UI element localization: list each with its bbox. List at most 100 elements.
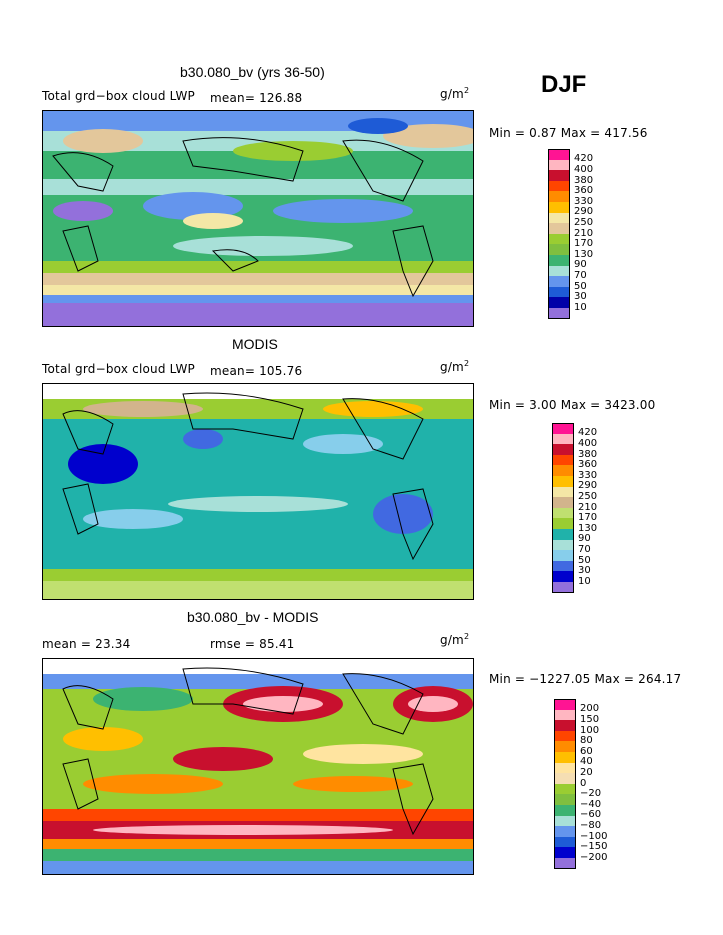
colorbar-swatch (552, 550, 574, 561)
panel-1-variable-label: Total grd−box cloud LWP (42, 89, 195, 103)
colorbar-label: 130 (578, 522, 598, 534)
colorbar-label: 10 (578, 575, 591, 587)
colorbar-label: 210 (578, 501, 598, 513)
colorbar-swatch (548, 265, 570, 277)
colorbar-swatch (548, 180, 570, 192)
panel-1-minmax: Min = 0.87 Max = 417.56 (489, 126, 648, 140)
colorbar-swatch (554, 783, 576, 795)
colorbar-swatch (548, 191, 570, 202)
colorbar-swatch (554, 751, 576, 763)
colorbar-label: 40 (580, 756, 593, 768)
panel-3-field (43, 659, 473, 874)
colorbar-label: 400 (574, 163, 594, 175)
colorbar-label: 30 (578, 565, 591, 577)
colorbar-label: 420 (578, 427, 598, 439)
colorbar-swatch (554, 847, 576, 858)
colorbar-swatch (552, 507, 574, 519)
colorbar-swatch (548, 276, 570, 287)
colorbar-label: −100 (580, 830, 608, 842)
colorbar-label: 170 (578, 512, 598, 524)
colorbar-label: 170 (574, 238, 594, 250)
colorbar-label: 400 (578, 437, 598, 449)
colorbar-swatch (554, 826, 576, 837)
colorbar-label: 290 (578, 480, 598, 492)
colorbar-swatch (548, 233, 570, 245)
colorbar-label: 200 (580, 703, 600, 715)
colorbar-swatch (554, 762, 576, 774)
colorbar-swatch (552, 486, 574, 498)
colorbar-swatch (552, 465, 574, 476)
panel-3-map (42, 658, 474, 875)
colorbar-label: 290 (574, 206, 594, 218)
colorbar-swatch (548, 149, 570, 160)
panel-2-colorbar (552, 423, 574, 593)
colorbar-label: 380 (578, 448, 598, 460)
panel-1-title: b30.080_bv (yrs 36-50) (180, 64, 325, 80)
colorbar-swatch (554, 741, 576, 752)
colorbar-swatch (548, 159, 570, 171)
colorbar-label: 30 (574, 291, 587, 303)
colorbar-label: 50 (578, 554, 591, 566)
colorbar-label: 150 (580, 713, 600, 725)
panel-2-field (43, 384, 473, 599)
colorbar-label: 330 (574, 195, 594, 207)
colorbar-label: 420 (574, 153, 594, 165)
colorbar-swatch (554, 815, 576, 827)
colorbar-label: −40 (580, 798, 602, 810)
colorbar-swatch (552, 444, 574, 455)
colorbar-swatch (554, 773, 576, 784)
colorbar-swatch (554, 794, 576, 805)
colorbar-swatch (554, 804, 576, 816)
panel-1-mean: mean= 126.88 (210, 91, 303, 105)
colorbar-label: 70 (578, 543, 591, 555)
colorbar-swatch (552, 423, 574, 434)
colorbar-swatch (552, 581, 574, 593)
colorbar-swatch (548, 286, 570, 298)
colorbar-label: −200 (580, 851, 608, 863)
colorbar-swatch (552, 528, 574, 540)
season-label: DJF (541, 71, 587, 98)
colorbar-swatch (548, 307, 570, 319)
colorbar-swatch (548, 201, 570, 213)
panel-3-minmax: Min = −1227.05 Max = 264.17 (489, 672, 682, 686)
colorbar-label: 380 (574, 174, 594, 186)
colorbar-swatch (554, 836, 576, 848)
panel-3-title: b30.080_bv - MODIS (187, 609, 319, 625)
panel-1-colorbar (548, 149, 570, 319)
colorbar-label: −20 (580, 788, 602, 800)
colorbar-swatch (552, 454, 574, 466)
colorbar-label: 70 (574, 269, 587, 281)
colorbar-swatch (552, 475, 574, 487)
colorbar-swatch (548, 170, 570, 181)
panel-1-units: g/m2 (440, 86, 470, 101)
panel-2-variable-label: Total grd−box cloud LWP (42, 362, 195, 376)
panel-2-minmax: Min = 3.00 Max = 3423.00 (489, 398, 656, 412)
colorbar-label: 10 (574, 301, 587, 313)
colorbar-label: 250 (578, 490, 598, 502)
panel-2-mean: mean= 105.76 (210, 364, 303, 378)
colorbar-label: 360 (574, 185, 594, 197)
colorbar-label: 130 (574, 248, 594, 260)
colorbar-label: 50 (574, 280, 587, 292)
panel-3-mean: mean = 23.34 (42, 637, 131, 651)
colorbar-label: 60 (580, 745, 593, 757)
colorbar-swatch (552, 518, 574, 529)
colorbar-swatch (554, 730, 576, 742)
colorbar-swatch (548, 297, 570, 308)
panel-3-units: g/m2 (440, 632, 470, 647)
panel-2-title: MODIS (232, 336, 278, 352)
colorbar-label: 330 (578, 469, 598, 481)
panel-2-map (42, 383, 474, 600)
panel-3-colorbar (554, 699, 576, 869)
colorbar-label: 210 (574, 227, 594, 239)
colorbar-swatch (552, 571, 574, 582)
colorbar-label: 0 (580, 777, 587, 789)
colorbar-label: 80 (580, 735, 593, 747)
colorbar-swatch (552, 433, 574, 445)
colorbar-swatch (548, 254, 570, 266)
colorbar-swatch (552, 539, 574, 551)
colorbar-swatch (554, 720, 576, 731)
colorbar-swatch (554, 699, 576, 710)
panel-3-rmse: rmse = 85.41 (210, 637, 295, 651)
colorbar-label: −80 (580, 819, 602, 831)
